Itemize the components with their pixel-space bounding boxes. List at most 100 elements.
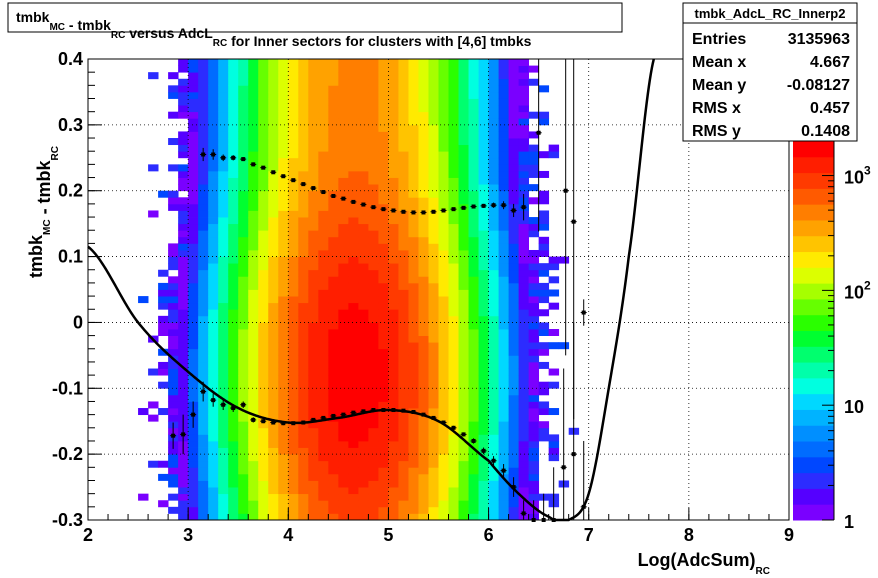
heatmap-bin	[368, 157, 379, 165]
heatmap-bin	[368, 375, 379, 383]
heatmap-bin	[408, 184, 419, 192]
heatmap-bin	[238, 91, 249, 99]
heatmap-bin	[478, 361, 489, 369]
heatmap-bin	[268, 59, 279, 66]
heatmap-bin	[448, 375, 459, 383]
heatmap-bin	[458, 302, 469, 310]
heatmap-bin	[468, 197, 479, 205]
heatmap-bin	[488, 447, 499, 455]
heatmap-bin	[498, 506, 509, 514]
heatmap-bin	[338, 473, 349, 481]
heatmap-bin	[498, 480, 509, 488]
heatmap-bin	[368, 98, 379, 106]
heatmap-bin	[258, 236, 269, 244]
heatmap-bin	[258, 184, 269, 192]
heatmap-bin	[458, 236, 469, 244]
heatmap-bin	[418, 440, 429, 448]
heatmap-bin	[268, 473, 279, 481]
heatmap-bin	[178, 144, 189, 152]
heatmap-bin	[378, 394, 389, 402]
heatmap-bin	[428, 348, 439, 356]
heatmap-bin	[298, 289, 309, 297]
heatmap-bin	[428, 138, 439, 146]
heatmap-bin	[368, 184, 379, 192]
heatmap-bin	[468, 124, 479, 132]
heatmap-bin	[328, 164, 339, 172]
heatmap-bin	[408, 164, 419, 172]
heatmap-bin	[378, 440, 389, 448]
heatmap-bin	[518, 124, 530, 132]
heatmap-bin	[178, 302, 189, 310]
heatmap-bin	[208, 329, 219, 336]
heatmap-bin	[228, 388, 239, 396]
heatmap-bin	[478, 164, 489, 172]
heatmap-bin	[218, 236, 229, 244]
heatmap-bin	[298, 111, 309, 119]
heatmap-bin	[368, 309, 379, 317]
heatmap-bin	[518, 170, 530, 178]
heatmap-bin	[408, 236, 419, 244]
profile-upper-point	[500, 201, 507, 210]
heatmap-bin	[308, 85, 319, 93]
heatmap-bin	[348, 322, 359, 330]
heatmap-bin	[198, 217, 209, 225]
heatmap-bin	[468, 454, 479, 462]
heatmap-bin	[458, 72, 469, 80]
heatmap-bin	[448, 296, 459, 304]
heatmap-bin	[278, 401, 289, 409]
heatmap-bin	[308, 355, 319, 363]
heatmap-bin	[538, 111, 550, 119]
heatmap-bin	[488, 368, 499, 376]
heatmap-bin	[188, 447, 199, 455]
heatmap-bin	[328, 368, 339, 376]
heatmap-bin	[368, 105, 379, 113]
heatmap-bin	[418, 322, 429, 330]
heatmap-bin	[218, 454, 229, 462]
heatmap-bin	[248, 394, 259, 402]
heatmap-bin	[358, 256, 369, 264]
heatmap-bin	[178, 249, 189, 257]
profile-marker	[521, 511, 526, 516]
profile-marker	[341, 196, 346, 201]
heatmap-bin	[218, 302, 229, 310]
profile-marker	[441, 208, 446, 213]
heatmap-bin	[348, 203, 359, 211]
heatmap-bin	[288, 513, 299, 521]
heatmap-bin	[168, 342, 179, 350]
heatmap-bin	[328, 124, 339, 132]
heatmap-bin	[198, 322, 209, 330]
heatmap-bin	[238, 513, 249, 521]
heatmap-bin	[408, 361, 419, 369]
heatmap-bin	[178, 59, 189, 66]
heatmap-bin	[318, 454, 329, 462]
heatmap-bin	[248, 184, 259, 192]
heatmap-bin	[278, 348, 289, 356]
heatmap-bin	[508, 500, 520, 508]
heatmap-bin	[198, 401, 209, 409]
heatmap-bin	[468, 91, 479, 99]
heatmap-bin	[388, 368, 399, 376]
heatmap-bin	[258, 105, 269, 113]
heatmap-bin	[298, 381, 309, 389]
profile-lower-point	[400, 408, 407, 413]
heatmap-bin	[388, 85, 399, 93]
heatmap-bin	[288, 59, 299, 66]
heatmap-bin	[438, 309, 449, 317]
profile-upper-point	[260, 165, 267, 170]
heatmap-bin	[388, 440, 399, 448]
heatmap-bin	[358, 460, 369, 468]
heatmap-bin	[298, 138, 309, 146]
heatmap-bin	[348, 368, 359, 376]
heatmap-bin	[488, 500, 499, 508]
heatmap-bin	[468, 348, 479, 356]
profile-marker	[241, 157, 246, 162]
heatmap-bin	[158, 190, 169, 198]
profile-marker	[301, 182, 306, 187]
heatmap-bin	[488, 434, 499, 442]
color-scale-swatch	[793, 330, 834, 347]
heatmap-bin	[558, 256, 570, 264]
heatmap-bin	[328, 394, 339, 402]
heatmap-bin	[428, 118, 439, 126]
heatmap-bin	[298, 296, 309, 304]
heatmap-bin	[388, 302, 399, 310]
